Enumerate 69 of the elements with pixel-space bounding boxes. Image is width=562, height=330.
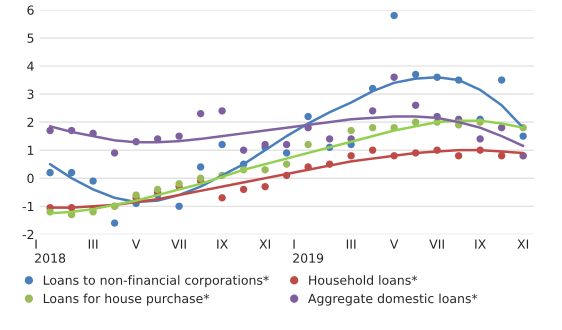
y-tick-label: 1 — [28, 146, 34, 155]
x-tick-label: I 2018 — [35, 240, 66, 263]
legend-label: Loans to non-financial corporations* — [44, 275, 269, 288]
y-tick-label: 4 — [27, 62, 34, 71]
point — [196, 163, 204, 171]
legend-label: Household loans* — [309, 275, 418, 285]
x-tick-label: V — [132, 240, 140, 249]
point — [368, 107, 376, 115]
point — [412, 102, 420, 109]
point — [175, 202, 183, 210]
point — [498, 152, 506, 160]
point — [368, 124, 376, 132]
point — [218, 140, 226, 148]
point — [412, 118, 420, 126]
point — [412, 70, 420, 78]
y-tick-label: 3 — [27, 90, 34, 99]
point — [175, 132, 183, 140]
y-tick-label: 2 — [27, 118, 34, 127]
point — [68, 168, 76, 176]
point — [347, 126, 355, 134]
point — [218, 107, 226, 115]
x-tick-label: V — [390, 240, 398, 249]
point — [89, 177, 97, 185]
point — [196, 174, 204, 182]
point — [282, 160, 290, 168]
y-tick-label: -2 — [22, 230, 34, 240]
x-tick-label: VII — [171, 240, 186, 249]
point — [390, 74, 398, 81]
x-tick-label: III — [88, 240, 98, 249]
point — [282, 140, 290, 148]
y-tick-label: 0 — [27, 174, 34, 184]
point — [218, 194, 226, 202]
point — [240, 146, 248, 154]
x-tick-label: XI — [259, 240, 270, 249]
point — [368, 146, 376, 154]
x-tick-label: III — [346, 240, 356, 249]
x-tick-label: XI — [517, 240, 528, 249]
x-tick-label: VII — [429, 240, 444, 249]
point — [519, 132, 527, 140]
point — [304, 140, 312, 148]
point — [154, 186, 162, 194]
point — [110, 219, 118, 227]
point — [196, 110, 204, 118]
point — [132, 191, 140, 199]
point — [390, 12, 398, 20]
y-tick-label: 6 — [27, 5, 34, 15]
point — [261, 182, 269, 190]
legend-label: Loans for house purchase* — [44, 294, 210, 306]
x-tick-label: IX — [475, 240, 486, 249]
x-tick-label: IX — [217, 240, 228, 249]
point — [261, 140, 269, 148]
y-tick-label: -1 — [22, 202, 34, 211]
point — [326, 135, 334, 143]
point — [454, 152, 462, 160]
point — [282, 149, 290, 157]
point — [498, 124, 506, 132]
point — [240, 186, 248, 194]
point — [476, 135, 484, 143]
point — [347, 152, 355, 160]
point — [304, 112, 312, 120]
point — [46, 168, 54, 176]
point — [110, 149, 118, 157]
point — [175, 180, 183, 188]
point — [498, 76, 506, 84]
y-tick-label: 5 — [27, 34, 34, 43]
point — [46, 126, 54, 134]
point — [261, 166, 269, 174]
x-tick-label: I 2019 — [293, 240, 324, 263]
legend-label: Aggregate domestic loans* — [308, 294, 478, 306]
